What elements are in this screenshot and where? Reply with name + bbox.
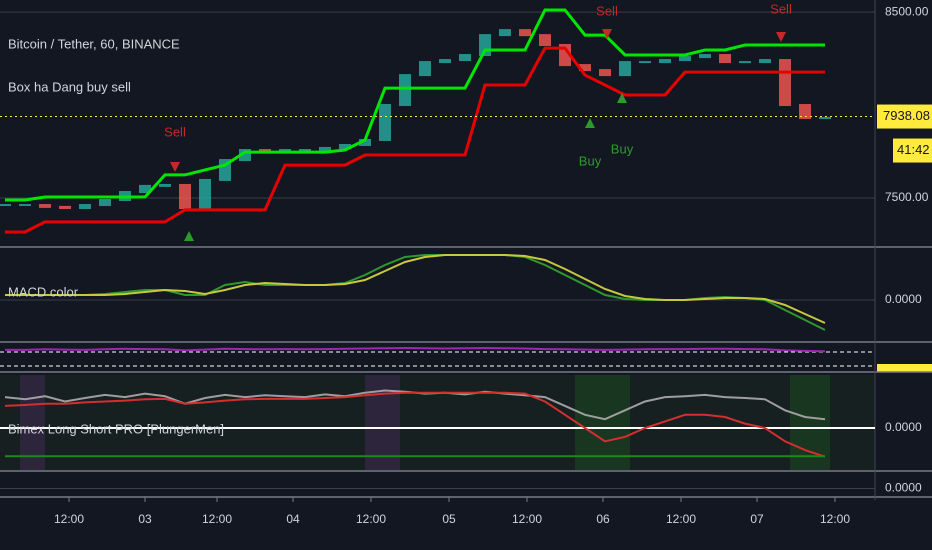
panel-title: Bimex Long Short PRO [PlungerMen] (8, 421, 224, 436)
x-tick-label: 07 (750, 512, 764, 526)
candle (139, 184, 151, 194)
decor (0, 351, 932, 470)
candle (59, 205, 71, 210)
candle (819, 117, 831, 120)
signal-arrow (585, 118, 595, 128)
candle (39, 204, 51, 208)
signal-label: Sell (596, 3, 618, 18)
x-tick-label: 05 (442, 512, 456, 526)
candle (379, 104, 391, 141)
candle (519, 29, 531, 37)
candle (739, 61, 751, 64)
bimex-band (790, 375, 830, 470)
candle (719, 54, 731, 64)
signal-arrow (170, 162, 180, 172)
panel-title: MACD color (8, 284, 79, 299)
candle (99, 199, 111, 207)
candle (639, 61, 651, 64)
candle (159, 183, 171, 187)
candle (659, 59, 671, 64)
y-tick-label: 7500.00 (885, 190, 929, 204)
candle (179, 183, 191, 210)
signal-label: Buy (579, 153, 602, 168)
x-tick-label: 03 (138, 512, 152, 526)
candle (319, 146, 331, 152)
x-tick-label: 12:00 (512, 512, 542, 526)
candle (619, 61, 631, 77)
candle (539, 34, 551, 46)
candle (499, 29, 511, 37)
series-line (5, 46, 825, 234)
candle (359, 138, 371, 146)
candle (759, 59, 771, 64)
candle (799, 104, 811, 120)
candle (459, 54, 471, 62)
candle (439, 59, 451, 64)
rsi-marker (877, 364, 932, 372)
last-price-box (877, 104, 932, 129)
bimex-bg (0, 375, 875, 470)
candle (419, 61, 431, 77)
bimex-band (575, 375, 630, 470)
series-line (4, 391, 826, 458)
x-tick-label: 04 (286, 512, 300, 526)
y-tick-label: 0.0000 (885, 292, 922, 306)
candle (19, 204, 31, 207)
countdown-box (893, 138, 932, 163)
candle (679, 56, 691, 62)
x-tick-label: 12:00 (666, 512, 696, 526)
signal-arrow (776, 32, 786, 42)
y-tick-label: 0.0000 (885, 481, 922, 495)
candle (399, 74, 411, 107)
x-tick-label: 12:00 (356, 512, 386, 526)
y-tick-label: 0.0000 (885, 420, 922, 434)
x-tick-label: 12:00 (202, 512, 232, 526)
series-line (5, 346, 826, 353)
signal-label: Buy (611, 141, 634, 156)
panel-subtitle: Box ha Dang buy sell (8, 79, 131, 94)
series-line (5, 254, 826, 331)
signal-arrow (184, 231, 194, 241)
series-line (5, 254, 826, 324)
countdown: 41:42 (897, 142, 930, 157)
signal-arrow (602, 29, 612, 39)
x-tick-label: 12:00 (820, 512, 850, 526)
candle (699, 54, 711, 59)
x-tick-label: 12:00 (54, 512, 84, 526)
candle (199, 178, 211, 210)
x-tick-label: 06 (596, 512, 610, 526)
series-line (5, 8, 825, 202)
signal-label: Sell (770, 1, 792, 16)
candle (79, 204, 91, 210)
candle (579, 64, 591, 72)
signal-label: Sell (164, 124, 186, 139)
panel-title: Bitcoin / Tether, 60, BINANCE (8, 36, 180, 51)
candle (0, 204, 11, 207)
candle (779, 59, 791, 107)
candle (299, 149, 311, 152)
last-price-label: 7938.08 (883, 108, 930, 123)
y-tick-label: 8500.00 (885, 4, 929, 18)
candle (599, 69, 611, 77)
candle (339, 143, 351, 149)
signal-arrow (617, 93, 627, 103)
bimex-band (20, 375, 45, 470)
